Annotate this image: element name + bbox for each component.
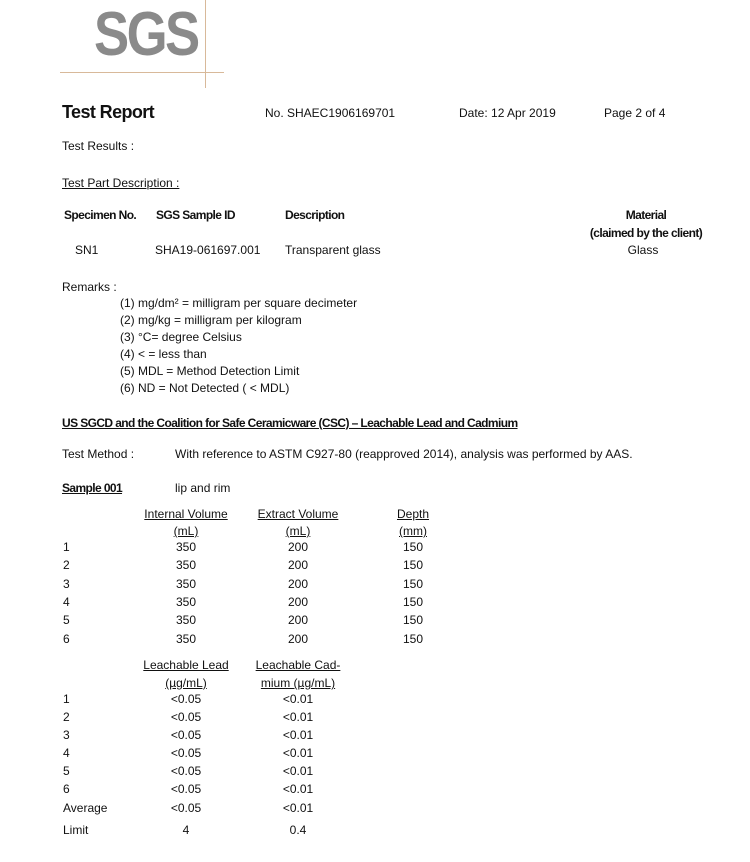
table-cell: <0.05 (170, 801, 202, 815)
table-cell: <0.01 (282, 764, 314, 778)
row-label: Limit (63, 823, 89, 837)
logo-horizontal-line (60, 72, 224, 73)
sample-id-header: SGS Sample ID (156, 208, 236, 222)
material-header: Material (625, 208, 667, 222)
column-header: Depth (396, 507, 430, 521)
table-cell: <0.01 (282, 692, 314, 706)
report-title: Test Report (62, 102, 155, 122)
table-cell: <0.05 (170, 764, 202, 778)
remark-item: (5) MDL = Method Detection Limit (120, 364, 300, 378)
table-cell: 350 (175, 594, 197, 609)
table-cell: <0.01 (282, 782, 314, 796)
column-header: Leachable Lead (143, 658, 229, 672)
table-cell: 200 (287, 540, 309, 554)
sample-part: lip and rim (175, 481, 231, 495)
table-cell: 4 (182, 823, 190, 837)
table-cell: 200 (287, 594, 309, 609)
row-label: Average (63, 801, 108, 815)
row-label: 3 (63, 576, 70, 591)
column-header: Extract Volume (257, 507, 339, 521)
table-cell: 150 (402, 594, 424, 609)
table-cell: 0.4 (289, 823, 307, 837)
table-cell: <0.05 (170, 782, 202, 796)
material-subheader: (claimed by the client) (589, 226, 703, 240)
row-label: 2 (63, 710, 70, 724)
row-label: 2 (63, 558, 70, 573)
table-cell: 350 (175, 558, 197, 573)
row-label: 1 (63, 692, 70, 706)
table-cell: 150 (402, 631, 424, 646)
section-title: US SGCD and the Coalition for Safe Ceram… (62, 416, 518, 430)
table-cell: <0.01 (282, 801, 314, 815)
specimen-no: SN1 (75, 243, 99, 257)
row-label: 4 (63, 746, 70, 760)
report-number: No. SHAEC1906169701 (265, 106, 396, 120)
remark-item: (3) °C= degree Celsius (120, 330, 242, 344)
table-cell: <0.05 (170, 746, 202, 760)
sample-id: SHA19-061697.001 (155, 243, 261, 257)
row-label: 4 (63, 594, 70, 609)
table-cell: 350 (175, 576, 197, 591)
row-label: 1 (63, 540, 70, 554)
specimen-header: Specimen No. (64, 208, 137, 222)
table-cell: <0.05 (170, 692, 202, 706)
table-cell: 200 (287, 558, 309, 573)
remark-item: (6) ND = Not Detected ( < MDL) (120, 381, 290, 395)
remark-item: (4) < = less than (120, 347, 207, 361)
table-cell: 200 (287, 576, 309, 591)
table-cell: 350 (175, 613, 197, 628)
page-number: Page 2 of 4 (604, 106, 666, 120)
table-cell: 150 (402, 558, 424, 573)
table-cell: <0.01 (282, 728, 314, 742)
table-cell: 150 (402, 613, 424, 628)
logo-vertical-line (205, 0, 206, 88)
table-cell: <0.05 (170, 710, 202, 724)
table-cell: 350 (175, 540, 197, 554)
description-header: Description (285, 208, 345, 222)
sample-label: Sample 001 (62, 481, 123, 495)
column-unit: (mL) (173, 524, 199, 538)
remarks-label: Remarks : (62, 280, 117, 294)
report-date: Date: 12 Apr 2019 (459, 106, 556, 120)
column-header: Internal Volume (144, 507, 228, 521)
table-cell: 150 (402, 576, 424, 591)
column-unit: mium (µg/mL) (260, 676, 336, 690)
row-label: 5 (63, 764, 70, 778)
test-method-label: Test Method : (62, 447, 135, 461)
table-cell: <0.01 (282, 746, 314, 760)
table-cell: 200 (287, 613, 309, 628)
column-header: Leachable Cad- (255, 658, 341, 672)
row-label: 3 (63, 728, 70, 742)
table-cell: <0.05 (170, 728, 202, 742)
row-label: 6 (63, 782, 70, 796)
table-cell: 150 (402, 540, 424, 554)
description: Transparent glass (285, 243, 381, 257)
row-label: 5 (63, 613, 70, 628)
remark-item: (2) mg/kg = milligram per kilogram (120, 313, 302, 327)
table-cell: 200 (287, 631, 309, 646)
row-label: 6 (63, 631, 70, 646)
column-unit: (mm) (399, 524, 427, 538)
sgs-logo: SGS (94, 0, 200, 69)
test-part-label: Test Part Description : (62, 176, 180, 190)
column-unit: (mL) (285, 524, 311, 538)
remark-item: (1) mg/dm² = milligram per square decime… (120, 296, 358, 310)
test-method-text: With reference to ASTM C927-80 (reapprov… (175, 447, 633, 461)
test-results-label: Test Results : (62, 139, 135, 153)
table-cell: <0.01 (282, 710, 314, 724)
material: Glass (627, 243, 659, 257)
column-unit: (µg/mL) (165, 676, 207, 690)
table-cell: 350 (175, 631, 197, 646)
